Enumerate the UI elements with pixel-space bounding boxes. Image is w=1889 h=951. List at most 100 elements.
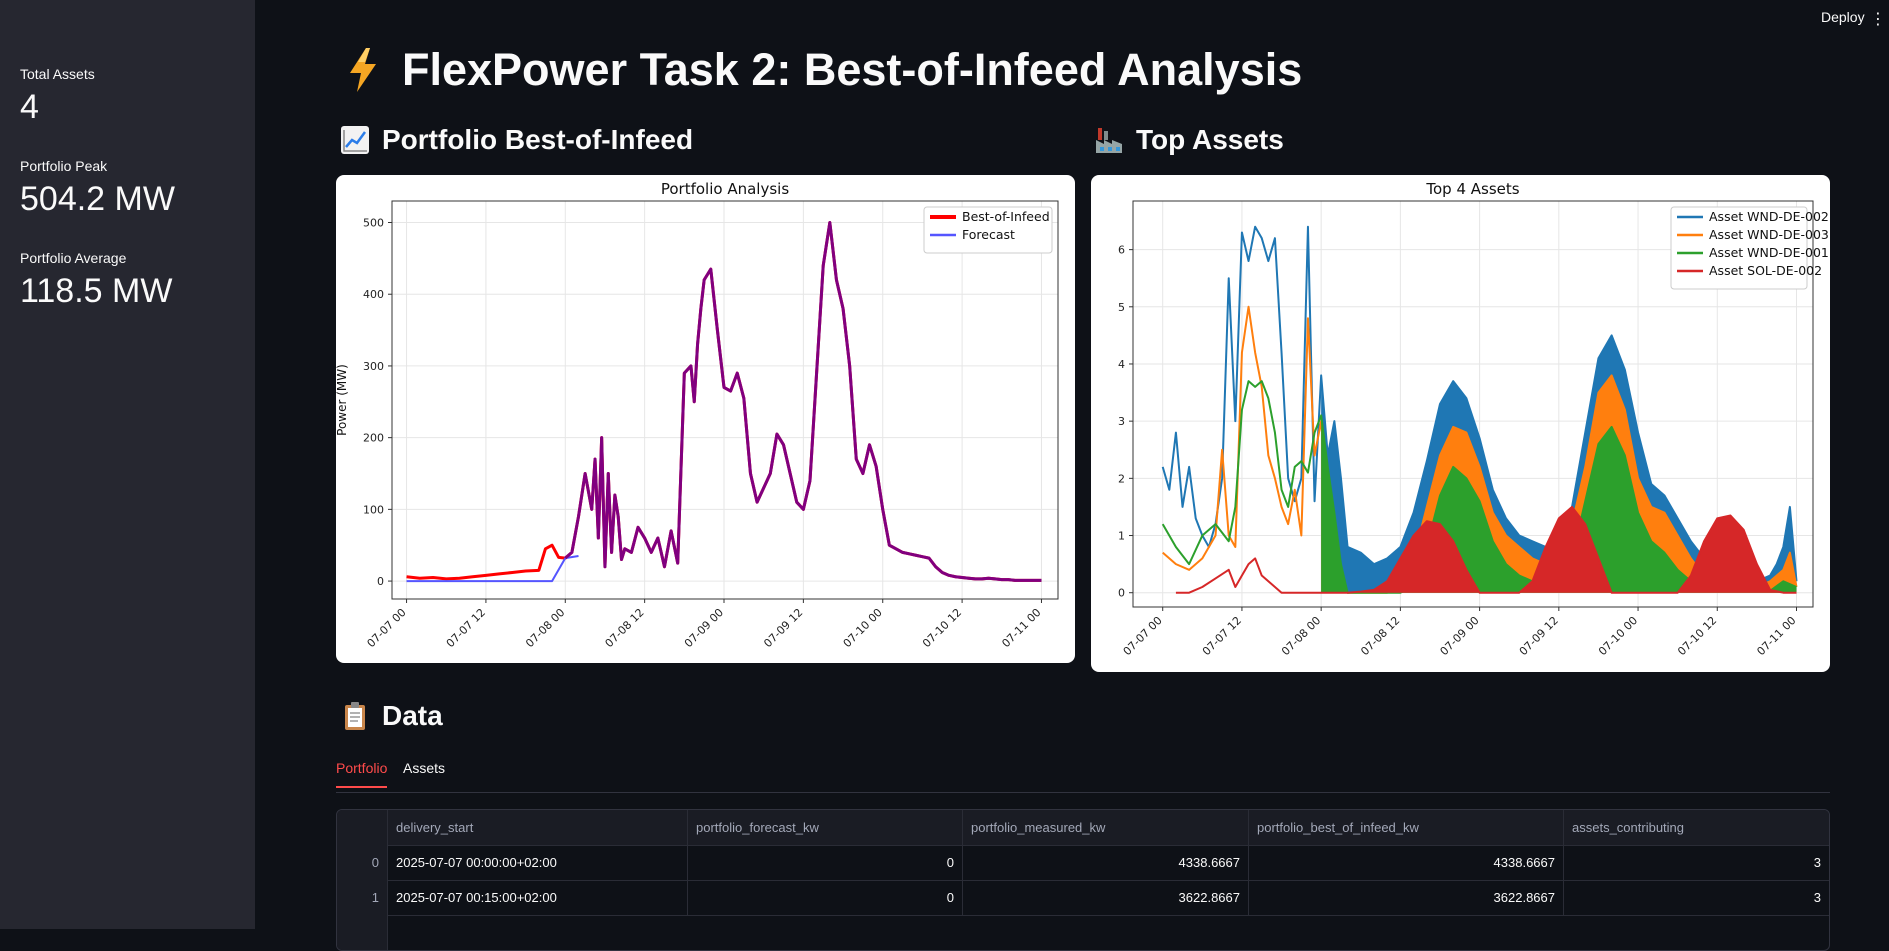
y-tick-label: 3 — [1118, 415, 1125, 428]
table-row[interactable] — [337, 915, 1829, 950]
row-index — [337, 915, 388, 950]
legend-label: Asset WND-DE-002 — [1709, 209, 1829, 224]
main-menu-icon[interactable]: ⋮ — [1870, 11, 1886, 28]
x-tick-label: 07-09 00 — [1438, 614, 1482, 658]
table-cell[interactable]: 2025-07-07 00:15:00+02:00 — [388, 880, 688, 915]
legend-label: Forecast — [962, 227, 1015, 242]
metric-portfolio-peak: Portfolio Peak 504.2 MW — [20, 158, 175, 219]
y-tick-label: 6 — [1118, 244, 1125, 257]
metric-value: 118.5 MW — [20, 272, 173, 310]
y-tick-label: 0 — [1118, 587, 1125, 600]
series-area-3 — [1334, 506, 1797, 593]
table-cell[interactable]: 4338.6667 — [1249, 845, 1564, 880]
table-cell[interactable]: 4338.6667 — [963, 845, 1249, 880]
plot-frame — [391, 200, 1059, 600]
page-title-text: FlexPower Task 2: Best-of-Infeed Analysi… — [402, 44, 1303, 95]
page-title: FlexPower Task 2: Best-of-Infeed Analysi… — [348, 44, 1302, 96]
data-table[interactable]: delivery_start portfolio_forecast_kw por… — [336, 809, 1830, 951]
column-header[interactable]: portfolio_forecast_kw — [688, 810, 963, 845]
metric-label: Portfolio Average — [20, 250, 127, 266]
metric-total-assets: Total Assets 4 — [20, 66, 95, 127]
table-cell[interactable]: 2025-07-07 00:00:00+02:00 — [388, 845, 688, 880]
column-header[interactable]: assets_contributing — [1572, 820, 1685, 835]
y-tick-label: 100 — [363, 503, 384, 516]
x-tick-label: 07-08 12 — [1358, 614, 1402, 658]
sidebar: Total Assets 4 Portfolio Peak 504.2 MW P… — [0, 0, 255, 929]
x-tick-label: 07-10 12 — [920, 606, 964, 650]
table-cell[interactable]: 3622.8667 — [1249, 880, 1564, 915]
x-tick-label: 07-08 00 — [1279, 614, 1323, 658]
x-tick-label: 07-10 00 — [841, 606, 885, 650]
top-assets-heading: Top Assets — [1094, 124, 1284, 156]
chart-title: Top 4 Assets — [1425, 180, 1519, 198]
plot-frame — [1132, 200, 1814, 608]
portfolio-heading: Portfolio Best-of-Infeed — [340, 124, 693, 156]
x-tick-label: 07-07 00 — [364, 606, 408, 650]
metric-portfolio-average: Portfolio Average 118.5 MW — [20, 250, 172, 311]
y-tick-label: 0 — [377, 575, 384, 588]
metric-value: 504.2 MW — [20, 180, 175, 218]
tab-portfolio[interactable]: Portfolio — [336, 760, 388, 788]
table-row[interactable]: 1 2025-07-07 00:15:00+02:00 0 3622.8667 … — [337, 880, 1829, 916]
y-tick-label: 300 — [363, 360, 384, 373]
legend-label: Best-of-Infeed — [962, 209, 1050, 224]
deploy-button[interactable]: Deploy — [1821, 9, 1865, 25]
table-cell[interactable]: 3 — [1813, 890, 1821, 905]
y-tick-label: 200 — [363, 432, 384, 445]
y-tick-label: 1 — [1118, 530, 1125, 543]
y-tick-label: 500 — [363, 217, 384, 230]
column-header[interactable]: portfolio_best_of_infeed_kw — [1249, 810, 1564, 845]
column-header[interactable]: portfolio_measured_kw — [963, 810, 1249, 845]
series-line-1 — [406, 554, 579, 583]
legend-label: Asset SOL-DE-002 — [1709, 263, 1822, 278]
top-assets-chart: 07-07 00 07-07 12 07-08 00 07-08 12 07-09 00… — [1118, 180, 1829, 658]
top-assets-chart-card: 07-07 00 07-07 12 07-08 00 07-08 12 07-09 00… — [1091, 175, 1830, 672]
table-row[interactable]: 0 2025-07-07 00:00:00+02:00 0 4338.6667 … — [337, 845, 1829, 881]
x-tick-label: 07-11 00 — [1754, 614, 1798, 658]
chart-increasing-icon — [340, 125, 370, 155]
table-cell[interactable]: 3622.8667 — [963, 880, 1249, 915]
clipboard-icon — [340, 701, 370, 731]
x-tick-label: 07-09 00 — [682, 606, 726, 650]
x-tick-label: 07-08 12 — [603, 606, 647, 650]
y-tick-label: 4 — [1118, 358, 1125, 371]
table-cell[interactable]: 3 — [1813, 855, 1821, 870]
portfolio-chart-card: 07-07 00 07-07 12 07-08 00 07-08 12 07-09 00… — [336, 175, 1075, 663]
row-index: 0 — [337, 845, 388, 880]
x-tick-label: 07-08 00 — [523, 606, 567, 650]
column-header[interactable] — [337, 810, 388, 845]
legend-label: Asset WND-DE-001 — [1709, 245, 1829, 260]
data-heading-text: Data — [382, 700, 443, 731]
x-tick-label: 07-09 12 — [761, 606, 805, 650]
portfolio-heading-text: Portfolio Best-of-Infeed — [382, 124, 694, 155]
x-tick-label: 07-09 12 — [1517, 614, 1561, 658]
y-tick-label: 400 — [363, 288, 384, 301]
data-heading: Data — [340, 700, 443, 732]
lightning-icon — [348, 48, 378, 92]
metric-value: 4 — [20, 88, 39, 126]
x-tick-label: 07-07 12 — [1200, 614, 1244, 658]
y-tick-label: 2 — [1118, 472, 1125, 485]
legend-label: Asset WND-DE-003 — [1709, 227, 1829, 242]
table-cell[interactable]: 0 — [688, 845, 963, 880]
plot-area — [406, 221, 1042, 583]
factory-icon — [1094, 125, 1124, 155]
row-index: 1 — [337, 880, 388, 915]
overlap-line — [564, 221, 1042, 582]
chart-title: Portfolio Analysis — [661, 180, 789, 198]
series-line-0 — [1161, 225, 1798, 583]
y-tick-label: 5 — [1118, 301, 1125, 314]
legend-box — [1670, 206, 1808, 290]
metric-label: Total Assets — [20, 66, 95, 82]
x-tick-label: 07-10 00 — [1596, 614, 1640, 658]
portfolio-analysis-chart: 07-07 00 07-07 12 07-08 00 07-08 12 07-09 00… — [336, 180, 1059, 650]
top-assets-heading-text: Top Assets — [1136, 124, 1284, 155]
tab-assets[interactable]: Assets — [403, 760, 446, 776]
x-tick-label: 07-10 12 — [1675, 614, 1719, 658]
table-cell[interactable]: 0 — [688, 880, 963, 915]
table-header-row: delivery_start portfolio_forecast_kw por… — [337, 810, 1829, 846]
x-tick-label: 07-07 12 — [444, 606, 488, 650]
plot-area — [1161, 225, 1798, 594]
x-tick-label: 07-11 00 — [999, 606, 1043, 650]
column-header[interactable]: delivery_start — [388, 810, 688, 845]
